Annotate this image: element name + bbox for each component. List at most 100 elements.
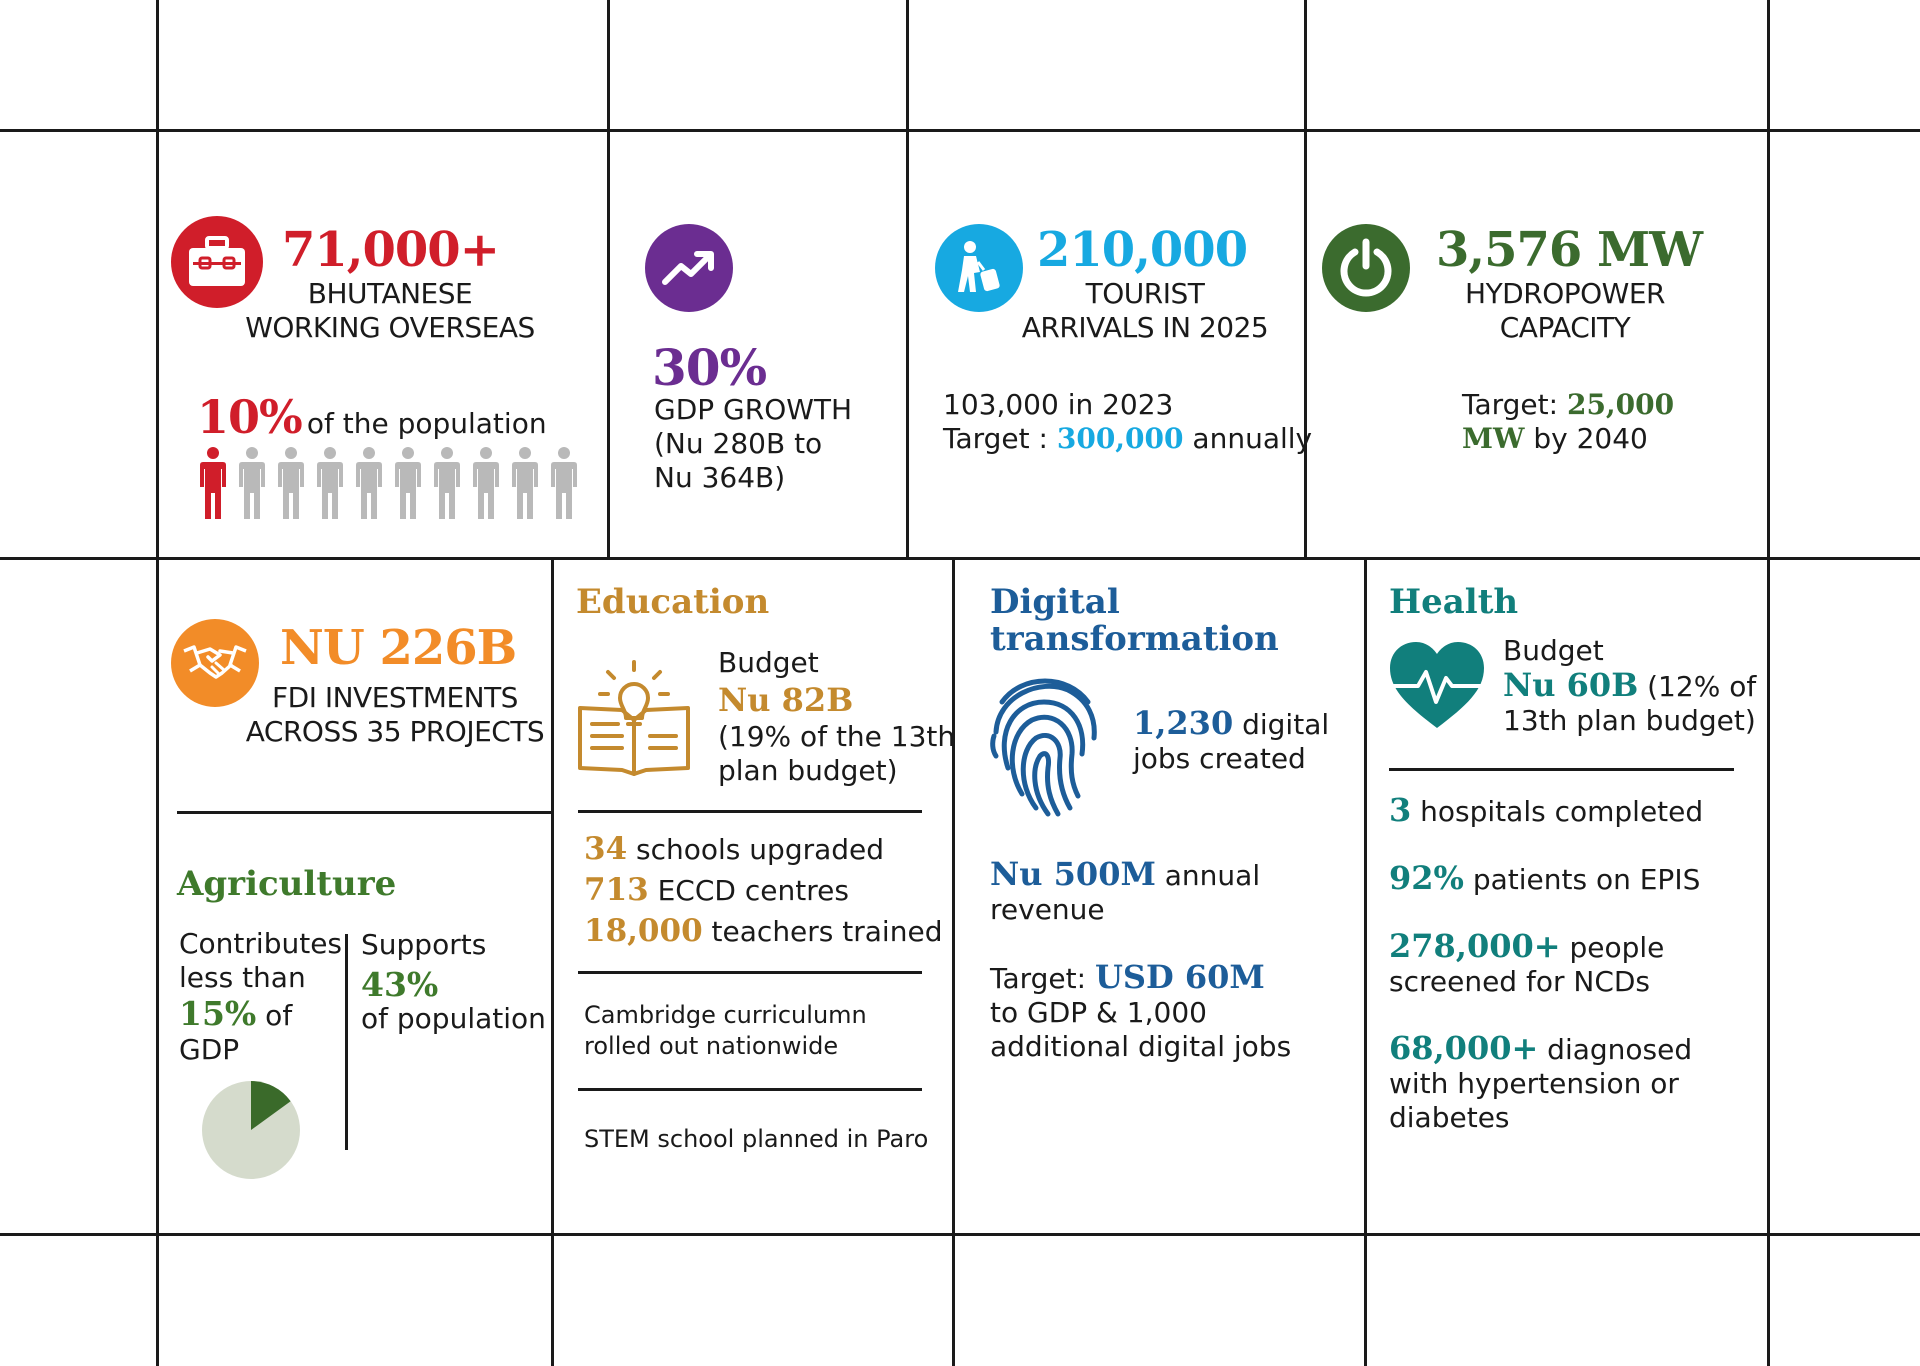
digital-jobs-text-2: jobs created bbox=[1133, 742, 1306, 775]
person-icon bbox=[354, 447, 384, 521]
overseas-value: 71,000+ bbox=[282, 222, 500, 278]
grid-line-bottom-2 bbox=[952, 557, 955, 1366]
agriculture-gdp-line1: Contributes bbox=[179, 927, 343, 960]
population-pictogram bbox=[198, 447, 588, 521]
person-icon bbox=[276, 447, 306, 521]
heartbeat-icon bbox=[1388, 642, 1486, 728]
person-icon bbox=[315, 447, 345, 521]
education-curriculum-line2: rolled out nationwide bbox=[584, 1032, 839, 1060]
person-icon bbox=[432, 447, 462, 521]
education-stat-teachers-value: 18,000 bbox=[584, 913, 703, 949]
fdi-value: NU 226B bbox=[280, 620, 517, 676]
hydropower-target-prefix: Target: bbox=[1462, 388, 1567, 421]
hydropower-caption-line2: CAPACITY bbox=[1499, 311, 1631, 344]
education-stat-eccd: 713 ECCD centres bbox=[584, 870, 942, 911]
health-stat-screened: 278,000+ people screened for NCDs bbox=[1389, 929, 1664, 999]
digital-title-line1: Digital bbox=[990, 582, 1120, 622]
agriculture-population-value: 43% bbox=[361, 965, 439, 1004]
briefcase-icon bbox=[171, 216, 263, 308]
grid-line-right bbox=[1767, 0, 1770, 1366]
agriculture-gdp-of: of bbox=[256, 999, 293, 1032]
education-budget-note-1: (19% of the 13th bbox=[718, 720, 956, 753]
education-curriculum-note: Cambridge curriculumn rolled out nationw… bbox=[584, 1000, 867, 1062]
agriculture-gdp-line2: less than bbox=[179, 961, 306, 994]
health-stat-diagnosed-text-2: with hypertension or bbox=[1389, 1067, 1679, 1100]
education-divider-2 bbox=[578, 971, 922, 974]
overseas-caption: BHUTANESE WORKING OVERSEAS bbox=[240, 277, 540, 345]
hydropower-target-suffix: by 2040 bbox=[1524, 422, 1648, 455]
health-stat-diagnosed-text-3: diabetes bbox=[1389, 1101, 1510, 1134]
health-divider bbox=[1389, 768, 1734, 771]
grid-line-top bbox=[0, 129, 1920, 132]
overseas-share: 10% of the population bbox=[197, 390, 547, 444]
digital-title: Digital transformation bbox=[990, 584, 1279, 658]
health-stat-diagnosed-value: 68,000+ bbox=[1389, 1029, 1539, 1067]
health-budget-value: Nu 60B bbox=[1503, 666, 1639, 704]
digital-revenue-text-1: annual bbox=[1155, 859, 1261, 892]
education-title: Education bbox=[576, 582, 770, 622]
agriculture-population-line1: Supports bbox=[361, 928, 487, 961]
health-stat-diagnosed-text-1: diagnosed bbox=[1538, 1033, 1693, 1066]
digital-target-prefix: Target: bbox=[990, 962, 1095, 995]
education-budget-label: Budget bbox=[718, 646, 819, 679]
health-stat-diagnosed: 68,000+ diagnosed with hypertension or d… bbox=[1389, 1031, 1692, 1135]
hydropower-target-unit: MW bbox=[1462, 422, 1525, 455]
agriculture-gdp-value: 15% bbox=[179, 994, 257, 1033]
handshake-icon bbox=[171, 619, 259, 707]
hydropower-caption: HYDROPOWER CAPACITY bbox=[1420, 277, 1710, 345]
person-icon-highlighted bbox=[198, 447, 228, 521]
gdp-growth-label: GDP GROWTH bbox=[654, 393, 853, 426]
agriculture-population-line3: of population bbox=[361, 1002, 546, 1035]
hydropower-caption-line1: HYDROPOWER bbox=[1465, 277, 1665, 310]
tourism-2023: 103,000 in 2023 bbox=[943, 388, 1174, 421]
agriculture-gdp-line4: GDP bbox=[179, 1033, 240, 1066]
grid-line-top-1 bbox=[607, 0, 610, 560]
health-budget-label: Budget bbox=[1503, 634, 1604, 667]
agriculture-pie-chart bbox=[202, 1081, 300, 1179]
grid-line-bottom-3 bbox=[1364, 557, 1367, 1366]
education-divider-1 bbox=[578, 810, 922, 813]
education-stem-note: STEM school planned in Paro bbox=[584, 1125, 929, 1153]
tourism-value: 210,000 bbox=[1037, 222, 1248, 278]
health-stat-screened-text-1: people bbox=[1560, 931, 1665, 964]
education-divider-3 bbox=[578, 1088, 922, 1091]
overseas-caption-line2: WORKING OVERSEAS bbox=[245, 311, 535, 344]
education-stats: 34 schools upgraded 713 ECCD centres 18,… bbox=[584, 829, 942, 952]
grid-line-bottom bbox=[0, 1233, 1920, 1236]
digital-target-value: USD 60M bbox=[1094, 958, 1265, 996]
agriculture-gdp-share: Contributes less than 15% of GDP bbox=[179, 927, 342, 1067]
digital-title-line2: transformation bbox=[990, 619, 1279, 659]
fingerprint-icon bbox=[990, 678, 1097, 817]
health-stat-epis-text: patients on EPIS bbox=[1463, 863, 1701, 896]
tourism-caption-line1: TOURIST bbox=[1085, 277, 1205, 310]
hydropower-target-value: 25,000 bbox=[1566, 388, 1675, 421]
trend-up-icon bbox=[645, 224, 733, 312]
digital-revenue-value: Nu 500M bbox=[990, 855, 1156, 893]
tourism-target-suffix: annually bbox=[1183, 422, 1313, 455]
fdi-caption-line2: ACROSS 35 PROJECTS bbox=[245, 715, 545, 748]
health-stat-epis: 92% patients on EPIS bbox=[1389, 861, 1700, 897]
digital-target-line2: to GDP & 1,000 bbox=[990, 996, 1207, 1029]
health-stat-hospitals-value: 3 bbox=[1389, 791, 1412, 829]
overseas-share-text: of the population bbox=[306, 407, 547, 440]
tourism-target-value: 300,000 bbox=[1056, 422, 1184, 455]
health-stat-epis-value: 92% bbox=[1389, 859, 1464, 897]
tourism-details: 103,000 in 2023 Target : 300,000 annuall… bbox=[943, 388, 1312, 456]
education-curriculum-line1: Cambridge curriculumn bbox=[584, 1001, 867, 1029]
person-icon bbox=[510, 447, 540, 521]
health-stat-screened-text-2: screened for NCDs bbox=[1389, 965, 1651, 998]
education-budget: Budget Nu 82B (19% of the 13th plan budg… bbox=[718, 646, 955, 788]
pie-gdp-slice bbox=[251, 1081, 291, 1130]
fdi-divider bbox=[177, 811, 553, 814]
tourism-target-prefix: Target : bbox=[943, 422, 1057, 455]
grid-line-middle bbox=[0, 557, 1920, 560]
agriculture-population-share: Supports 43% of population bbox=[361, 928, 546, 1036]
fdi-caption-line1: FDI INVESTMENTS bbox=[272, 681, 518, 714]
tourism-caption-line2: ARRIVALS IN 2025 bbox=[1021, 311, 1269, 344]
grid-line-top-3 bbox=[1304, 0, 1307, 560]
digital-jobs-value: 1,230 bbox=[1133, 704, 1234, 742]
digital-target-line3: additional digital jobs bbox=[990, 1030, 1292, 1063]
hydropower-target: Target: 25,000 MW by 2040 bbox=[1462, 388, 1674, 456]
person-icon bbox=[237, 447, 267, 521]
agriculture-divider bbox=[345, 934, 348, 1150]
